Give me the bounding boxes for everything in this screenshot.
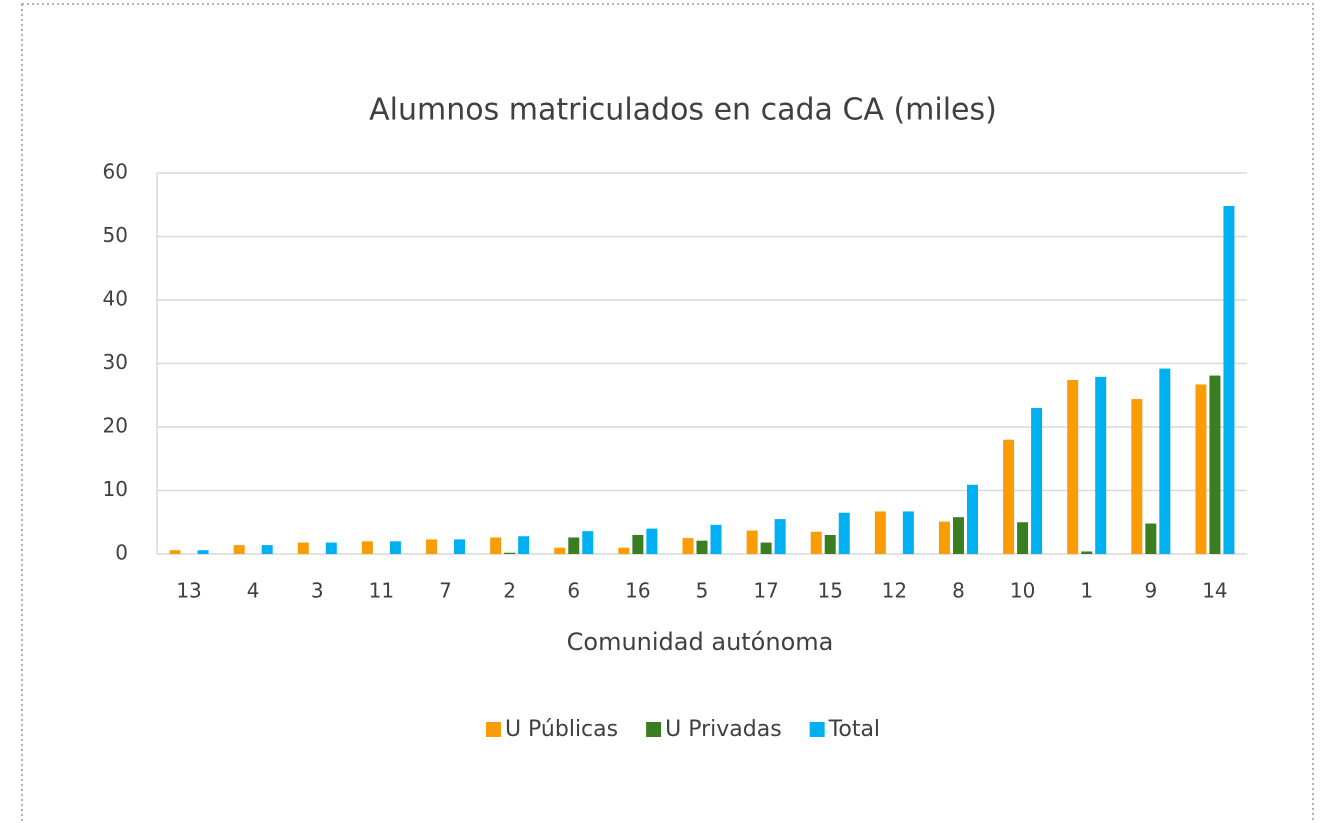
x-tick-label: 6 [567,579,580,603]
bar [1209,375,1221,554]
bar [297,542,309,554]
x-tick-label: 17 [753,579,778,603]
bar [197,550,209,554]
bar [632,534,644,554]
bar [746,530,758,554]
bar [966,484,978,554]
x-tick-label: 13 [176,579,201,603]
frame [21,3,1314,823]
y-tick-label: 0 [115,541,128,565]
bar [389,541,401,554]
bar [582,531,594,554]
bar [454,539,466,554]
y-tick-label: 60 [103,160,128,184]
bar [838,512,850,554]
bar [325,542,337,554]
bar [1145,523,1157,554]
legend-swatch [646,722,662,737]
y-tick-label: 10 [103,477,128,501]
bar [824,534,836,554]
bar [952,517,964,554]
bar [261,545,273,554]
chart-title: Alumnos matriculados en cada CA (miles) [369,93,997,128]
bar [169,550,181,554]
bar [1031,407,1043,554]
bar [361,541,373,554]
x-tick-label: 9 [1144,579,1157,603]
bar [426,539,438,554]
bar [1095,376,1107,554]
bar [760,542,772,554]
bar [504,552,516,554]
bar [618,547,630,554]
y-tick-label: 30 [103,350,128,374]
x-tick-label: 12 [882,579,907,603]
x-tick-label: 2 [503,579,516,603]
y-tick-label: 20 [103,414,128,438]
x-tick-label: 1 [1080,579,1093,603]
bar [710,524,722,554]
legend-label: U Privadas [665,717,782,742]
bar [810,531,822,554]
x-tick-label: 10 [1010,579,1035,603]
bar [1223,206,1235,554]
bar [682,538,694,554]
bar [874,511,886,554]
x-tick-label: 5 [696,579,709,603]
legend-label: Total [828,717,880,742]
x-tick-label: 4 [247,579,260,603]
x-tick-label: 8 [952,579,965,603]
bar [490,537,502,554]
bar [554,547,566,554]
x-tick-label: 16 [625,579,650,603]
bar [233,545,245,554]
x-tick-label: 7 [439,579,452,603]
y-tick-label: 40 [103,287,128,311]
x-tick-label: 11 [369,579,394,603]
legend-label: U Públicas [505,717,618,742]
y-tick-label: 50 [103,223,128,247]
legend-swatch [485,722,501,737]
bar [696,540,708,554]
bar [518,536,530,554]
bar [1131,399,1143,554]
x-tick-label: 3 [311,579,324,603]
bar [646,528,658,554]
bar [1003,439,1015,554]
bar [1081,551,1093,554]
bar [902,511,914,554]
x-tick-label: 15 [818,579,843,603]
x-axis-label: Comunidad autónoma [567,628,834,656]
bar [1067,380,1079,554]
bar [1195,384,1207,554]
legend-swatch [809,722,825,737]
bar [1017,522,1029,554]
bar [1159,368,1171,554]
bar [568,537,580,554]
bar [774,519,786,554]
x-tick-label: 14 [1202,579,1227,603]
bar [938,521,950,554]
